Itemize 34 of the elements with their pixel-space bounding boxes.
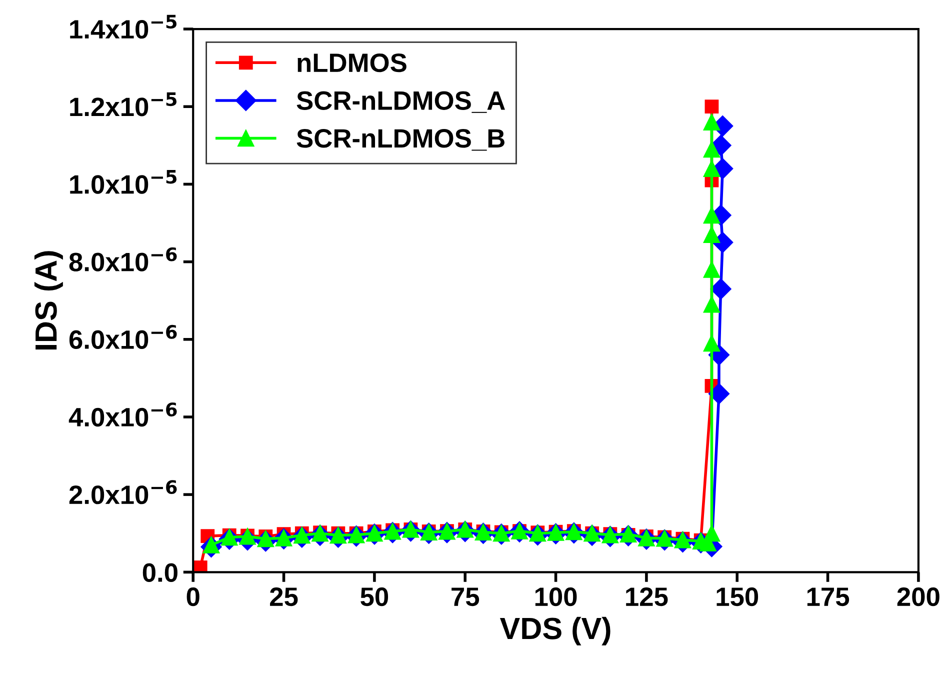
point [703,160,720,178]
y-tick-label: 8.0x10$^{−6}$ [69,247,177,272]
y-tick-label: 1.4x10$^{−5}$ [70,14,176,39]
point [703,140,720,158]
y-tick-label: 1.0x10$^{−5}$ [70,170,176,194]
x-tick-label: 25 [270,587,298,606]
x-tick-label: 200 [897,587,940,606]
y-tick-label: 0.0 [142,563,178,582]
y-tick-label: 4.0x10$^{−6}$ [68,402,177,427]
point [703,226,720,243]
point [704,100,719,114]
y-axis-title: IDS (A) [34,251,63,350]
x-tick-label: 75 [452,588,480,606]
point [703,114,720,130]
x-tick-label: 150 [716,587,758,606]
legend-label: nLDMOS [298,53,406,72]
point [703,206,720,224]
y-tick-label: 2.0x10$^{−6}$ [69,480,177,504]
point [703,525,720,542]
point [703,261,720,278]
legend-label: SCR-nLDMOS_B [296,129,504,151]
y-tick-label: 6.0x10$^{−6}$ [69,324,177,349]
point [703,296,720,313]
legend-label: SCR-nLDMOS_A [296,91,505,113]
y-tick-label: 1.2x10$^{−5}$ [70,92,176,116]
x-tick-label: 125 [626,587,668,606]
x-tick-label: 175 [807,588,850,606]
point [703,334,720,352]
x-tick-label: 0 [186,587,200,606]
point [708,383,730,404]
point [710,278,732,300]
x-axis-title: VDS (V) [500,616,610,646]
x-tick-label: 50 [360,587,388,606]
x-tick-label: 100 [535,587,577,606]
